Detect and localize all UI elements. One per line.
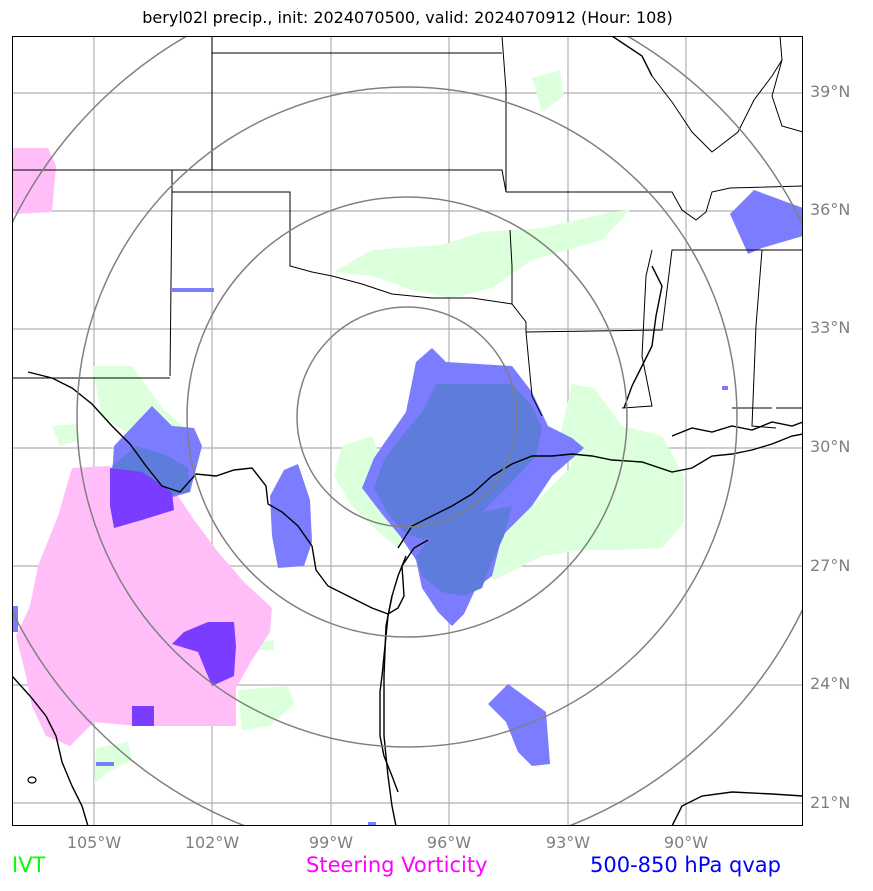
lat-label-36: 36°N bbox=[810, 200, 850, 219]
qvap-area-small-1 bbox=[172, 288, 214, 292]
ivt-area-oklahoma bbox=[334, 210, 630, 298]
lat-label-21: 21°N bbox=[810, 793, 850, 812]
mississippi-river bbox=[612, 36, 652, 76]
qvap-area-small-3 bbox=[12, 606, 18, 632]
lat-label-27: 27°N bbox=[810, 556, 850, 575]
qvap-area-central bbox=[270, 464, 312, 568]
qvap-area-small-5 bbox=[368, 822, 376, 826]
ivt-area-west-small bbox=[52, 424, 78, 446]
deep-area-small bbox=[132, 706, 154, 726]
qvap-area-small-4 bbox=[96, 762, 114, 766]
lat-label-30: 30°N bbox=[810, 437, 850, 456]
lat-label-24: 24°N bbox=[810, 674, 850, 693]
island-outline bbox=[28, 777, 36, 783]
lon-label-93: 93°W bbox=[533, 833, 603, 852]
lon-label-99: 99°W bbox=[296, 833, 366, 852]
lon-label-90: 90°W bbox=[651, 833, 721, 852]
lon-label-102: 102°W bbox=[177, 833, 247, 852]
map-title: beryl02l precip., init: 2024070500, vali… bbox=[0, 8, 815, 27]
legend-steering-vorticity: Steering Vorticity bbox=[306, 853, 488, 877]
ivt-area-north bbox=[532, 70, 564, 112]
yucatan-coast bbox=[672, 792, 803, 826]
legend-ivt: IVT bbox=[12, 853, 45, 877]
lon-label-105: 105°W bbox=[59, 833, 129, 852]
qvap-area-gulf bbox=[488, 684, 550, 766]
lat-label-33: 33°N bbox=[810, 318, 850, 337]
lon-label-96: 96°W bbox=[414, 833, 484, 852]
map-area[interactable] bbox=[12, 36, 803, 826]
steering-area-north bbox=[12, 148, 56, 214]
map-canvas bbox=[12, 36, 803, 826]
mexico-coast bbox=[384, 596, 396, 826]
legend-qvap: 500-850 hPa qvap bbox=[590, 853, 781, 877]
lat-label-39: 39°N bbox=[810, 82, 850, 101]
qvap-area-small-2 bbox=[722, 386, 728, 390]
qvap-area-northeast bbox=[730, 190, 803, 254]
